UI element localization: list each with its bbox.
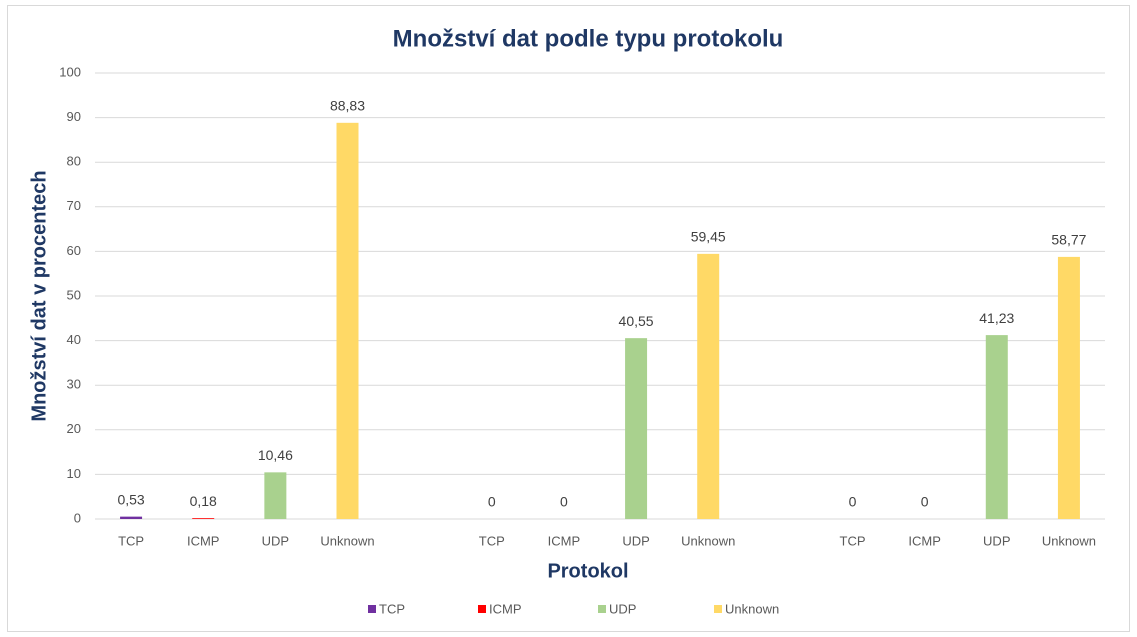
y-tick-label: 50 — [67, 287, 81, 302]
x-tick-label: Unknown — [320, 533, 374, 548]
data-label: 59,45 — [691, 229, 726, 245]
legend-label: ICMP — [489, 601, 522, 616]
y-tick-label: 10 — [67, 466, 81, 481]
data-label: 0 — [488, 494, 496, 510]
y-tick-label: 20 — [67, 421, 81, 436]
bar — [1057, 256, 1080, 519]
data-label: 0 — [921, 494, 929, 510]
x-tick-label: ICMP — [187, 533, 220, 548]
bar — [697, 253, 720, 519]
y-axis-title: Množství dat v procentech — [28, 170, 50, 421]
x-tick-label: UDP — [622, 533, 649, 548]
x-tick-label: UDP — [262, 533, 289, 548]
data-label: 0 — [560, 494, 568, 510]
data-label: 58,77 — [1051, 232, 1086, 248]
data-label: 0,53 — [117, 491, 144, 507]
x-tick-label: TCP — [840, 533, 866, 548]
legend-swatch — [598, 605, 606, 613]
x-tick-label: TCP — [118, 533, 144, 548]
data-label: 0 — [849, 494, 857, 510]
legend-swatch — [478, 605, 486, 613]
y-tick-label: 60 — [67, 243, 81, 258]
y-tick-label: 40 — [67, 332, 81, 347]
legend-swatch — [368, 605, 376, 613]
y-tick-label: 70 — [67, 198, 81, 213]
data-label: 41,23 — [979, 310, 1014, 326]
y-tick-label: 80 — [67, 154, 81, 169]
data-label: 40,55 — [619, 313, 654, 329]
chart-title: Množství dat podle typu protokolu — [393, 25, 784, 52]
y-tick-label: 90 — [67, 109, 81, 124]
bar — [625, 338, 648, 519]
y-tick-label: 100 — [59, 64, 81, 79]
x-axis-title: Protokol — [547, 560, 628, 582]
bar — [336, 122, 359, 519]
bar — [264, 472, 287, 519]
legend-label: UDP — [609, 601, 636, 616]
x-tick-label: UDP — [983, 533, 1010, 548]
chart-frame — [7, 5, 1130, 632]
legend-label: TCP — [379, 601, 405, 616]
x-tick-label: Unknown — [1042, 533, 1096, 548]
bar — [985, 335, 1008, 519]
legend-swatch — [714, 605, 722, 613]
data-label: 10,46 — [258, 447, 293, 463]
y-tick-label: 0 — [74, 510, 81, 525]
y-tick-label: 30 — [67, 377, 81, 392]
legend-label: Unknown — [725, 601, 779, 616]
data-label: 0,18 — [190, 493, 217, 509]
x-tick-label: TCP — [479, 533, 505, 548]
x-tick-label: ICMP — [548, 533, 581, 548]
x-tick-label: Unknown — [681, 533, 735, 548]
bar — [192, 518, 215, 519]
data-label: 88,83 — [330, 98, 365, 114]
bar — [120, 516, 143, 519]
x-tick-label: ICMP — [908, 533, 941, 548]
